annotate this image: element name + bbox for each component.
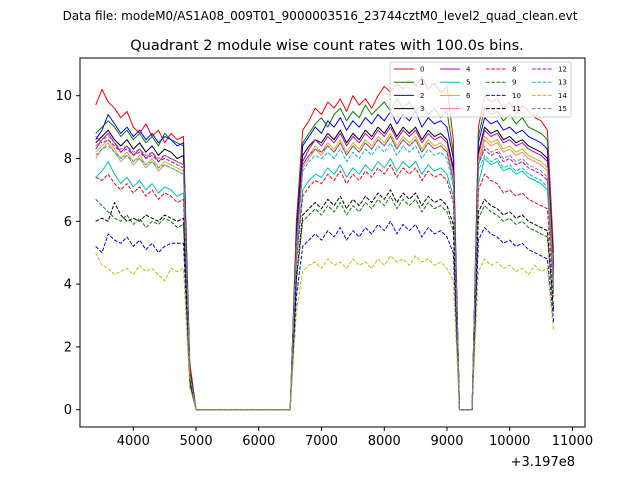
series-layer [95, 76, 555, 411]
x-tick-label: 4000 [117, 434, 150, 449]
x-tick-label: 5000 [180, 434, 213, 449]
x-tick-label: 11000 [552, 434, 593, 449]
series-line-13 [95, 142, 555, 411]
y-tick-label: 10 [55, 89, 72, 104]
legend-label-14: 14 [558, 92, 567, 100]
series-line-4 [95, 126, 555, 411]
plot-axes: 4000 5000 6000 7000 8000 9000 10000 11000 0 2 4 6 8 1… [55, 89, 593, 449]
legend-label-2: 2 [420, 92, 424, 100]
y-tick-label: 8 [64, 152, 72, 167]
chart-suptitle: Data file: modeM0/AS1A08_009T01_90000035… [63, 9, 578, 23]
legend-label-4: 4 [466, 66, 471, 74]
legend-label-5: 5 [466, 79, 470, 87]
x-tick-label: 6000 [242, 434, 275, 449]
y-tick-label: 2 [64, 340, 72, 355]
series-line-10 [95, 220, 555, 411]
legend-label-0: 0 [420, 66, 424, 74]
x-tick-label: 9000 [430, 434, 463, 449]
x-axis-offset-label: +3.197e8 [511, 455, 575, 470]
legend-label-12: 12 [558, 66, 567, 74]
x-tick-label: 7000 [305, 434, 338, 449]
chart-title: Quadrant 2 module wise count rates with … [130, 38, 524, 54]
x-tick-label: 10000 [489, 434, 530, 449]
legend-label-11: 11 [512, 105, 521, 113]
legend-label-7: 7 [466, 105, 470, 113]
x-tick-label: 8000 [368, 434, 401, 449]
legend-label-9: 9 [512, 79, 516, 87]
series-line-5 [95, 158, 555, 411]
y-tick-label: 0 [64, 403, 72, 418]
y-tick-label: 4 [64, 278, 72, 293]
legend-label-1: 1 [420, 79, 424, 87]
legend-label-15: 15 [558, 105, 567, 113]
series-line-7 [95, 136, 555, 411]
series-line-12 [95, 136, 555, 411]
series-line-8 [95, 164, 555, 411]
y-tick-label: 6 [64, 215, 72, 230]
series-line-11 [95, 189, 555, 411]
series-line-3 [95, 123, 555, 411]
legend-label-8: 8 [512, 66, 516, 74]
legend-label-13: 13 [558, 79, 567, 87]
legend-label-3: 3 [420, 105, 424, 113]
plot-frame [79, 57, 586, 428]
legend-box [389, 61, 572, 118]
series-line-1 [95, 98, 555, 411]
legend-label-6: 6 [466, 92, 471, 100]
series-line-14 [95, 252, 555, 411]
series-line-15 [95, 136, 555, 411]
legend-label-10: 10 [512, 92, 521, 100]
